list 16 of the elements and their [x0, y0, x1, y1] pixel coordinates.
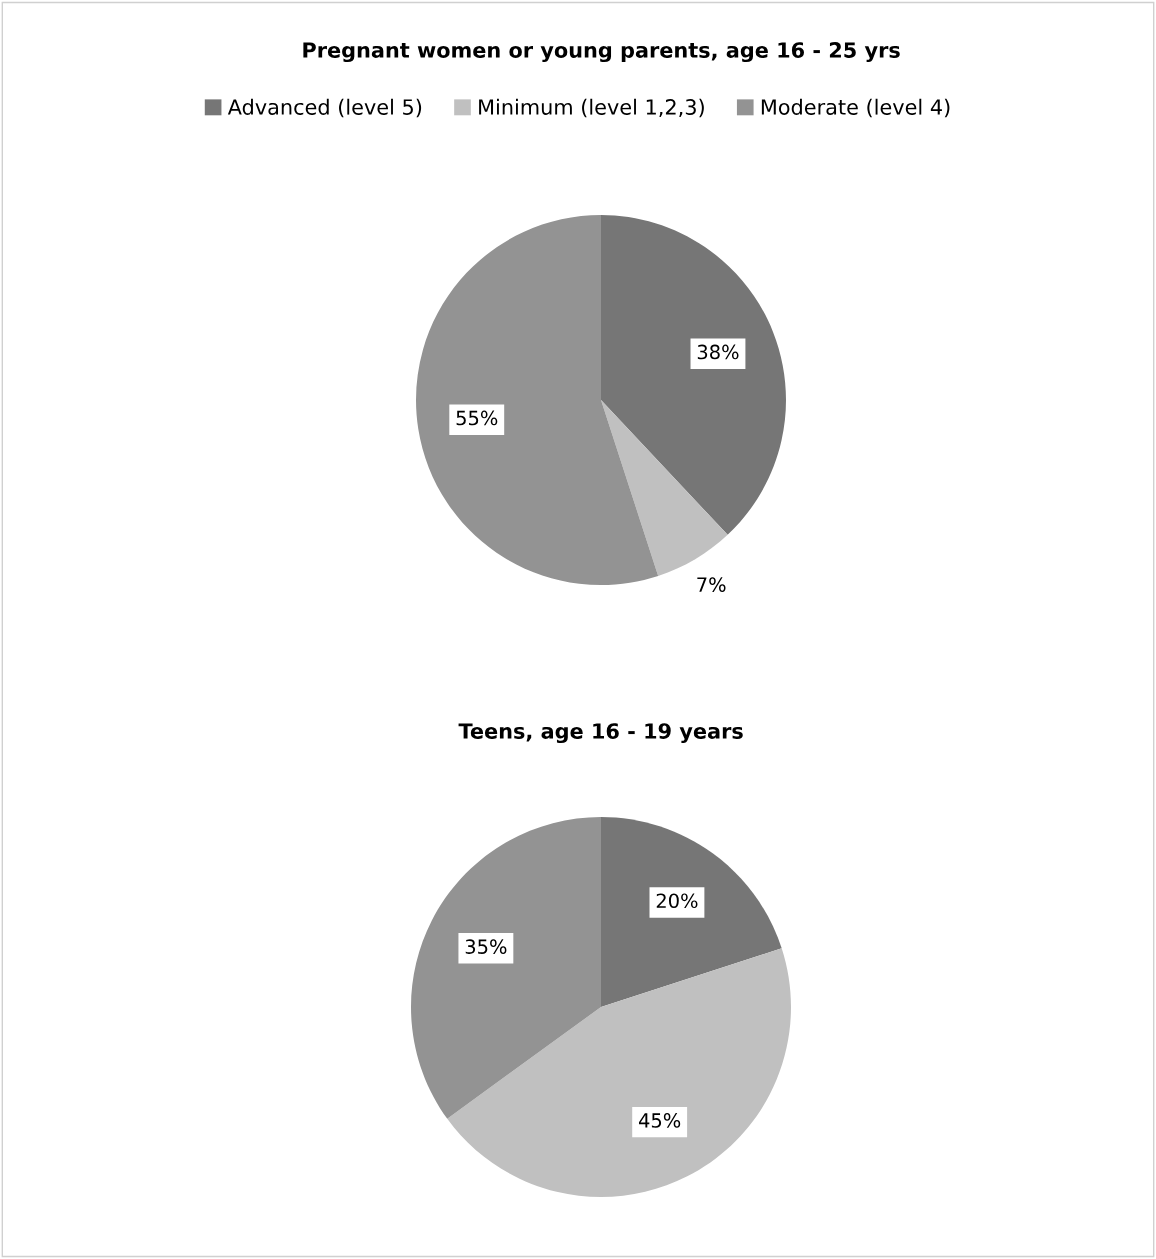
data-label: 38%: [697, 344, 739, 360]
legend-label: Advanced (level 5): [227, 98, 422, 118]
data-label: 7%: [697, 577, 726, 592]
chart-title: Teens, age 16 - 19 years: [458, 723, 743, 744]
pie-slice: [601, 817, 782, 1007]
chart-title: Pregnant women or young parents, age 16 - 25 yrs: [303, 42, 900, 63]
data-label: 55%: [456, 410, 498, 426]
pie-slice: [416, 215, 659, 585]
pie-slice: [601, 400, 728, 576]
data-label: 20%: [656, 893, 698, 909]
data-label: 35%: [465, 939, 507, 954]
data-label: 45%: [639, 1113, 681, 1128]
pie-slice: [601, 215, 786, 535]
pie-slice: [411, 817, 601, 1119]
legend-label: Minimum (level 1,2,3): [479, 98, 704, 118]
legend-label: Moderate (level 4): [761, 98, 950, 118]
